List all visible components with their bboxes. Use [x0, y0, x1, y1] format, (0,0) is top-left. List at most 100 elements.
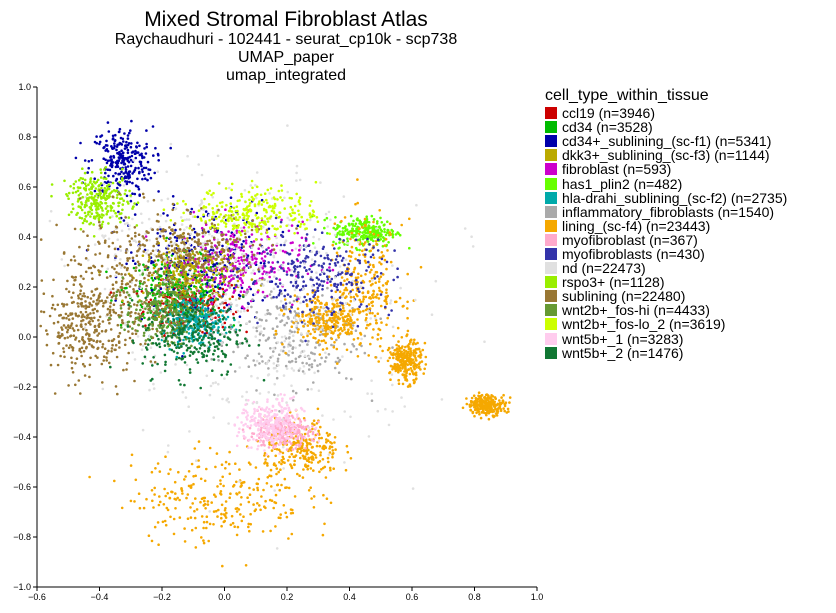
data-point	[356, 337, 360, 340]
data-point	[306, 465, 309, 468]
data-point	[168, 257, 171, 261]
data-point	[230, 274, 233, 277]
data-point	[348, 259, 352, 263]
data-point	[284, 364, 288, 368]
data-point	[356, 178, 359, 181]
data-point	[284, 337, 288, 340]
data-point	[234, 462, 237, 466]
data-point	[308, 317, 312, 321]
data-point	[282, 504, 286, 507]
data-point	[280, 218, 283, 222]
data-point	[223, 283, 227, 287]
data-point	[330, 289, 333, 293]
data-point	[307, 489, 311, 492]
data-point	[263, 264, 267, 268]
data-point	[343, 328, 346, 331]
data-point	[219, 490, 223, 493]
data-point	[371, 294, 374, 297]
data-point	[419, 368, 422, 371]
data-point	[182, 352, 185, 355]
data-point	[236, 345, 240, 349]
data-point	[293, 294, 297, 297]
data-point	[98, 140, 102, 144]
data-point	[367, 309, 371, 313]
data-point	[239, 273, 243, 277]
data-point	[150, 273, 154, 277]
data-point	[288, 360, 292, 364]
data-point	[255, 359, 259, 363]
data-point	[132, 266, 136, 270]
data-point	[141, 170, 144, 174]
data-point	[472, 394, 476, 398]
data-point	[392, 352, 395, 355]
data-point	[343, 342, 346, 346]
data-point	[384, 233, 388, 237]
data-point	[281, 445, 285, 449]
data-point	[315, 276, 319, 280]
data-point	[310, 461, 314, 464]
data-point	[187, 470, 191, 473]
data-point	[365, 215, 369, 218]
data-point	[112, 146, 116, 150]
data-point	[321, 326, 324, 329]
data-point	[363, 229, 367, 232]
data-point	[268, 192, 271, 195]
data-point	[307, 429, 311, 433]
data-point	[223, 514, 227, 517]
data-point	[314, 453, 317, 457]
data-point	[310, 285, 314, 288]
data-point	[150, 539, 154, 543]
data-point	[275, 448, 279, 451]
data-point	[354, 329, 358, 333]
data-point	[124, 168, 128, 171]
data-point	[333, 441, 336, 444]
data-point	[240, 271, 243, 274]
data-point	[239, 485, 242, 488]
chart-title-block: Mixed Stromal Fibroblast Atlas Raychaudh…	[0, 8, 572, 85]
data-point	[318, 308, 321, 312]
data-point	[312, 314, 316, 317]
data-point	[106, 300, 109, 304]
data-point	[372, 265, 375, 269]
data-point	[283, 477, 287, 481]
data-point	[260, 443, 263, 447]
data-point	[220, 516, 223, 520]
data-point	[299, 339, 303, 342]
data-point	[240, 226, 243, 230]
data-point	[256, 321, 259, 325]
data-point	[303, 419, 307, 422]
data-point	[243, 188, 247, 192]
data-point	[137, 492, 141, 496]
data-point	[288, 332, 292, 335]
data-point	[143, 316, 146, 320]
data-point	[508, 401, 511, 404]
data-point	[267, 391, 271, 394]
data-point	[301, 285, 305, 288]
data-point	[351, 236, 355, 239]
data-point	[120, 170, 123, 174]
data-point	[237, 284, 241, 288]
data-point	[316, 341, 320, 344]
data-point	[359, 303, 363, 306]
data-point	[272, 346, 275, 350]
data-point	[385, 302, 389, 306]
data-point	[397, 379, 400, 382]
data-point	[332, 240, 335, 244]
data-point	[186, 273, 190, 276]
data-point	[390, 309, 393, 312]
data-point	[295, 444, 298, 447]
data-point	[290, 384, 293, 388]
data-point	[142, 166, 146, 170]
data-point	[283, 461, 286, 465]
data-point	[192, 475, 195, 478]
data-point	[117, 130, 121, 134]
data-point	[133, 213, 137, 216]
data-point	[250, 271, 253, 275]
data-point	[372, 296, 375, 299]
data-point	[279, 349, 283, 352]
data-point	[231, 243, 235, 246]
data-point	[295, 171, 298, 175]
data-point	[305, 299, 308, 302]
data-point	[238, 262, 241, 266]
